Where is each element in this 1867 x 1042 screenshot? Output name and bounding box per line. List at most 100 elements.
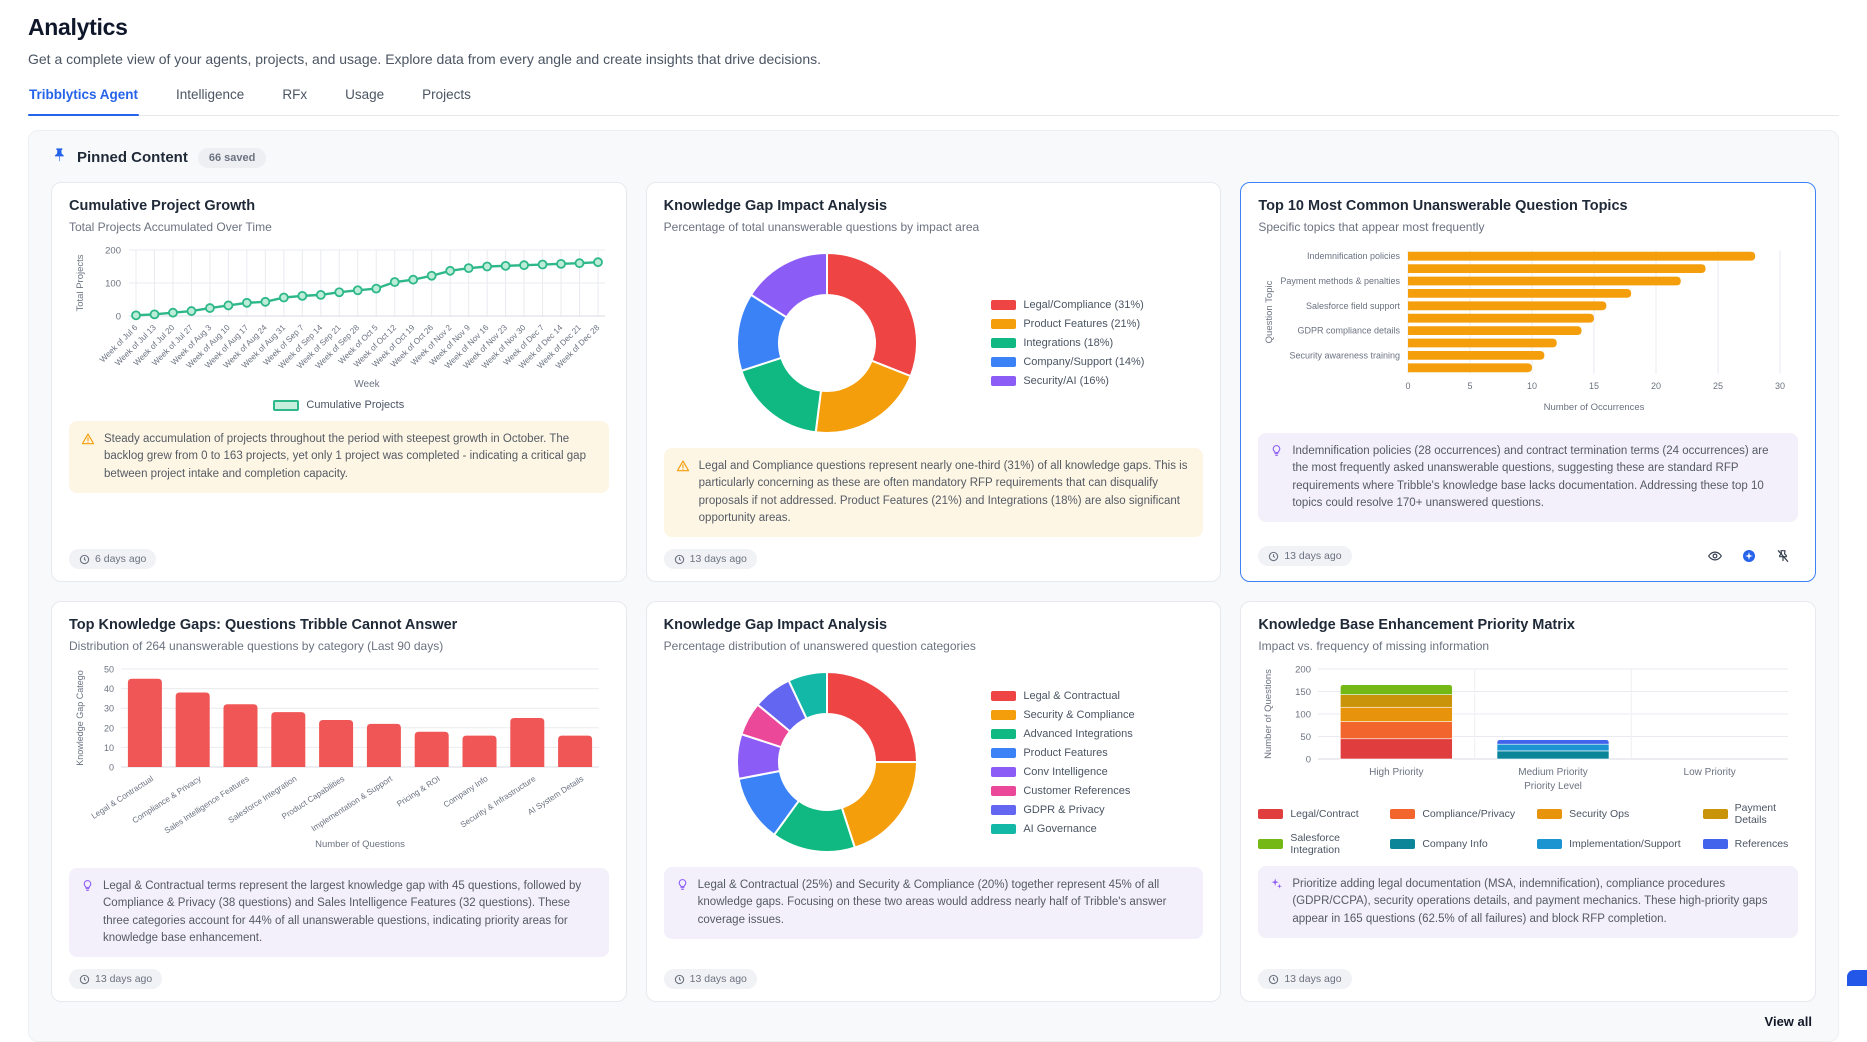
legend-item: Compliance/Privacy xyxy=(1390,802,1515,826)
svg-text:Pricing & ROI: Pricing & ROI xyxy=(395,774,441,809)
svg-text:Company Info: Company Info xyxy=(442,774,490,810)
card-subtitle: Distribution of 264 unanswerable questio… xyxy=(69,639,444,653)
legend-label: Salesforce Integration xyxy=(1290,832,1340,856)
svg-text:150: 150 xyxy=(1295,687,1311,698)
legend-item: Company Info xyxy=(1390,832,1515,856)
svg-text:30: 30 xyxy=(104,704,114,714)
donut-legend: Legal & Contractual Security & Compliance… xyxy=(991,690,1203,835)
svg-text:100: 100 xyxy=(1295,710,1311,721)
svg-text:0: 0 xyxy=(116,312,121,323)
chat-launcher[interactable] xyxy=(1847,970,1867,986)
page-title: Analytics xyxy=(28,14,128,40)
legend-item: Integrations (18%) xyxy=(991,337,1199,349)
card-footer: 13 days ago xyxy=(1258,531,1798,569)
card-title: Top Knowledge Gaps: Questions Tribble Ca… xyxy=(69,617,458,633)
sparkles-icon xyxy=(1270,877,1283,928)
legend-label: Customer References xyxy=(1023,784,1131,797)
legend-swatch xyxy=(1537,809,1563,819)
insight-note-text: Prioritize adding legal documentation (M… xyxy=(1292,878,1768,925)
card-footer: 13 days ago xyxy=(663,537,1204,569)
timestamp-badge: 13 days ago xyxy=(1258,546,1352,566)
svg-text:Low Priority: Low Priority xyxy=(1684,767,1736,778)
tab-usage[interactable]: Usage xyxy=(345,87,385,102)
pinned-card[interactable]: Knowledge Gap Impact Analysis Percentage … xyxy=(645,601,1222,1002)
legend-label: Security & Compliance xyxy=(1023,708,1135,721)
tab-intelligence[interactable]: Intelligence xyxy=(176,87,245,102)
chart-legend: Legal/Contract Compliance/Privacy Security… xyxy=(1258,802,1798,856)
legend-swatch xyxy=(991,766,1017,777)
legend-label: GDPR & Privacy xyxy=(1023,803,1105,816)
svg-text:50: 50 xyxy=(104,665,114,675)
legend-item: Product Features (21%) xyxy=(991,318,1199,330)
svg-text:Number of Questions: Number of Questions xyxy=(315,839,405,850)
legend-swatch xyxy=(991,785,1017,796)
pinned-title: Pinned Content xyxy=(77,149,188,166)
legend-swatch xyxy=(991,300,1017,310)
timestamp-text: 13 days ago xyxy=(1284,550,1342,562)
page-header: Analytics Get a complete view of your ag… xyxy=(0,0,1867,116)
pinned-panel: Pinned Content 66 saved Cumulative Proje… xyxy=(28,130,1839,1042)
stacked-bar-chart: 0 50 100 150 200 High Priority Medium Priority… xyxy=(1263,665,1789,792)
lightbulb-icon xyxy=(81,879,94,947)
timestamp-badge: 13 days ago xyxy=(663,969,757,989)
card-footer: 13 days ago xyxy=(1258,957,1798,989)
tab-projects[interactable]: Projects xyxy=(422,87,471,102)
insight-note: Legal & Contractual terms represent the … xyxy=(69,868,609,957)
legend-item: Implementation/Support xyxy=(1537,832,1681,856)
view-all-link[interactable]: View all xyxy=(1764,1014,1812,1029)
pinned-card[interactable]: Top 10 Most Common Unanswerable Question… xyxy=(1240,182,1816,582)
tab-tribblytics-agent[interactable]: Tribblytics Agent xyxy=(28,87,140,116)
tab-rfx[interactable]: RFx xyxy=(282,87,308,102)
donut-legend: Legal/Compliance (31%) Product Features (… xyxy=(991,299,1203,387)
saved-count-badge: 66 saved xyxy=(197,147,267,168)
card-title: Top 10 Most Common Unanswerable Question… xyxy=(1258,198,1628,214)
svg-text:Week: Week xyxy=(354,379,380,390)
pinned-header: Pinned Content 66 saved xyxy=(51,147,1816,168)
card-subtitle: Percentage distribution of unanswered qu… xyxy=(663,639,976,653)
pinned-card[interactable]: Top Knowledge Gaps: Questions Tribble Ca… xyxy=(51,601,627,1002)
pin-icon xyxy=(51,147,67,168)
insight-note: Legal & Contractual (25%) and Security &… xyxy=(663,867,1204,939)
svg-text:Knowledge Gap Catego: Knowledge Gap Catego xyxy=(75,670,85,766)
svg-text:0: 0 xyxy=(109,763,114,773)
donut-chart-area: Legal/Compliance (31%) Product Features (… xyxy=(664,248,1204,438)
pinned-card[interactable]: Knowledge Gap Impact Analysis Percentage … xyxy=(645,182,1222,582)
clock-icon xyxy=(1268,551,1279,562)
svg-text:GDPR compliance details: GDPR compliance details xyxy=(1298,326,1401,336)
unpin-button[interactable] xyxy=(1768,543,1798,569)
card-title: Cumulative Project Growth xyxy=(69,198,256,214)
card-actions xyxy=(1700,543,1798,569)
legend-item: References xyxy=(1702,832,1798,856)
legend-swatch xyxy=(1702,839,1728,849)
legend-swatch xyxy=(991,319,1017,329)
card-footer: 6 days ago xyxy=(69,537,609,569)
legend-swatch xyxy=(991,804,1017,815)
legend-swatch xyxy=(991,338,1017,348)
legend-label: AI Governance xyxy=(1023,822,1097,835)
eye-button[interactable] xyxy=(1700,543,1730,569)
timestamp-badge: 6 days ago xyxy=(69,549,157,569)
svg-text:200: 200 xyxy=(1295,665,1311,676)
ai-sparkle-button[interactable] xyxy=(1734,543,1764,569)
insight-note-text: Legal & Contractual terms represent the … xyxy=(103,880,582,944)
legend-item: Legal/Compliance (31%) xyxy=(991,299,1199,311)
lightbulb-icon xyxy=(1270,444,1283,512)
svg-text:High Priority: High Priority xyxy=(1369,767,1423,778)
legend-swatch xyxy=(991,709,1017,720)
timestamp-text: 13 days ago xyxy=(95,973,153,985)
pinned-card[interactable]: Knowledge Base Enhancement Priority Matr… xyxy=(1240,601,1816,1002)
clock-icon xyxy=(79,554,90,565)
cards-grid: Cumulative Project Growth Total Projects … xyxy=(51,182,1816,1002)
insight-note: Steady accumulation of projects througho… xyxy=(69,421,609,493)
legend-label: Security/AI (16%) xyxy=(1023,375,1109,387)
legend-swatch xyxy=(1390,809,1416,819)
legend-label: References xyxy=(1734,838,1789,850)
svg-text:20: 20 xyxy=(1651,381,1661,391)
svg-text:Priority Level: Priority Level xyxy=(1524,781,1582,792)
legend-item: Product Features xyxy=(991,747,1199,759)
pinned-card[interactable]: Cumulative Project Growth Total Projects … xyxy=(51,182,627,582)
legend-item: Salesforce Integration xyxy=(1258,832,1368,856)
legend-item: Legal & Contractual xyxy=(991,690,1199,702)
legend-swatch xyxy=(991,690,1017,701)
legend-label: Payment Details xyxy=(1734,802,1777,826)
